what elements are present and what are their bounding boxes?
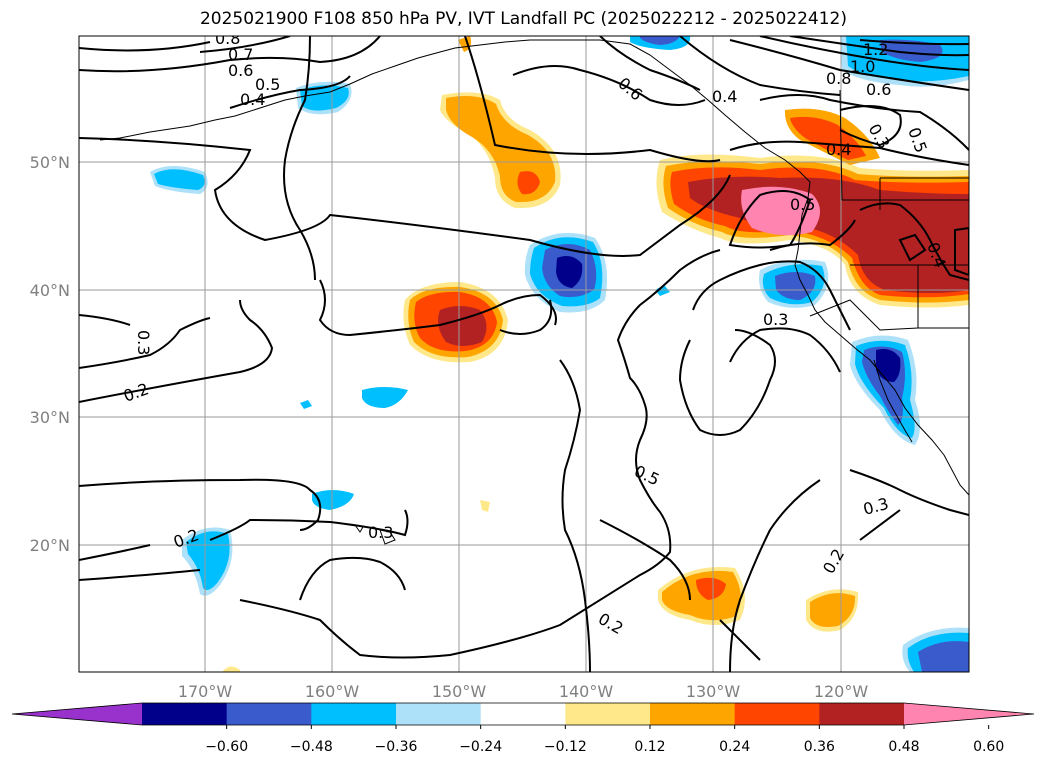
colorbar-swatch [226,703,312,725]
colorbar-tick-label: −0.36 [375,739,418,755]
colorbar-swatch [650,703,736,725]
colorbar-tick-label: 0.60 [973,739,1004,755]
contour-label: 0.3 [368,523,393,542]
contour-label: 0.2 [595,609,627,638]
colorbar-tick-label: 0.24 [719,739,750,755]
colorbar-tick-label: 0.48 [888,739,919,755]
contour-label: 1.2 [863,40,888,59]
lat-tick: 50°N [30,153,70,172]
contour-label: 1.0 [850,57,875,76]
contour-label: 0.3 [134,330,153,355]
map-title: 2025021900 F108 850 hPa PV, IVT Landfall… [199,9,847,29]
colorbar-swatch [565,703,651,725]
lon-tick: 170°W [178,682,233,701]
contour-label: 0.4 [712,87,737,106]
colorbar-swatch [734,703,820,725]
colorbar-outline [11,702,1035,726]
contour-label: 0.8 [215,29,240,48]
colorbar-tick-label: −0.48 [290,739,333,755]
coastlines [99,39,969,545]
contour-label: 0.6 [866,80,891,99]
contour-label: 0.5 [790,195,815,214]
pv-contours [79,36,969,672]
colorbar: −0.60 −0.48 −0.36 −0.24 −0.12 0.12 0.24 0.36 0.4… [11,702,1035,755]
graticule [79,36,969,672]
contour-label: 0.2 [819,545,848,577]
colorbar-extend-high [904,703,1034,725]
contour-label: 0.4 [826,140,851,159]
map-plot-area: 0.8 0.7 0.6 0.5 0.4 1.2 1.0 0.8 0.6 0.5 … [79,29,969,672]
contour-label: 0.6 [614,74,646,105]
colorbar-swatch [819,703,905,725]
lon-tick: 160°W [305,682,360,701]
lon-tick: 130°W [686,682,741,701]
colorbar-tick-label: 0.36 [804,739,835,755]
lon-tick: 140°W [559,682,614,701]
colorbar-swatch [396,703,482,725]
shaded-field [150,36,969,672]
contour-label: 0.6 [228,61,253,80]
contour-label: 0.3 [861,494,891,519]
colorbar-extend-low [12,703,142,725]
colorbar-swatch [142,703,228,725]
colorbar-tick-label: −0.12 [544,739,587,755]
contour-label: 0.8 [826,69,851,88]
colorbar-tick-label: −0.60 [205,739,248,755]
colorbar-swatch [311,703,397,725]
contour-label: 0.2 [121,379,151,406]
contour-label: 0.5 [255,75,280,94]
lon-tick: 120°W [814,682,869,701]
lon-tick: 150°W [432,682,487,701]
contour-label: 0.5 [904,125,931,155]
lat-tick: 40°N [30,281,70,300]
latitude-ticks: 50°N 40°N 30°N 20°N [30,153,70,555]
colorbar-swatch [480,703,566,725]
longitude-ticks: 170°W 160°W 150°W 140°W 130°W 120°W [178,682,869,701]
contour-label: 0.3 [763,310,788,329]
lat-tick: 20°N [30,536,70,555]
contour-label: 0.7 [228,45,253,64]
contour-label: 0.4 [240,90,265,109]
lat-tick: 30°N [30,408,70,427]
colorbar-tick-label: 0.12 [634,739,665,755]
colorbar-tick-label: −0.24 [459,739,502,755]
plot-frame [78,35,970,673]
